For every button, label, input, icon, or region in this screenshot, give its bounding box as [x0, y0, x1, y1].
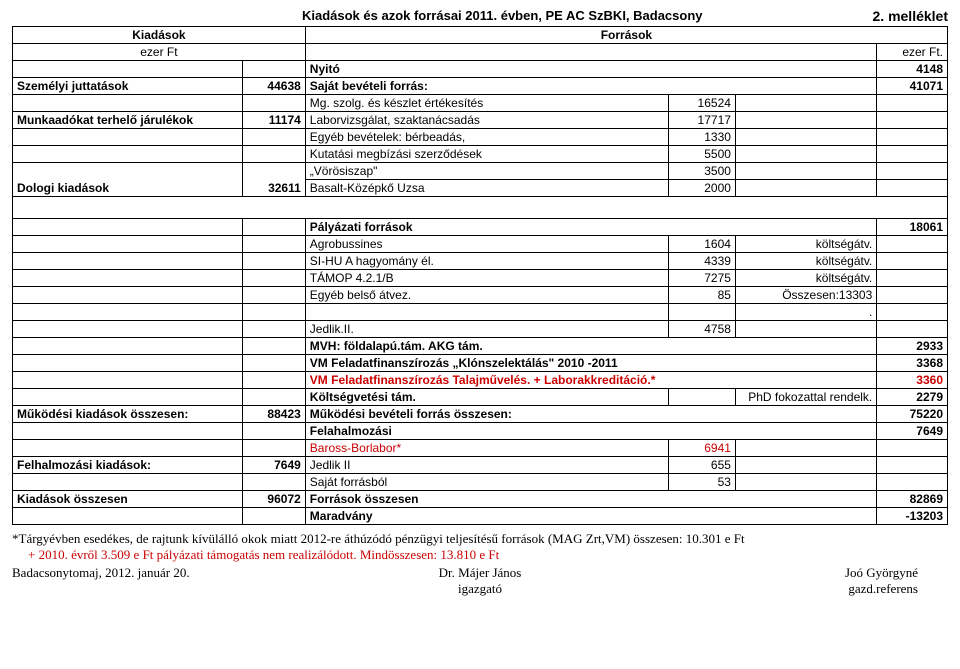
row-felhalmozasi: Felahalmozási 7649	[13, 423, 948, 440]
unit-left: ezer Ft	[13, 44, 306, 61]
unit-right: ezer Ft.	[877, 44, 948, 61]
row-szemelyi: Személyi juttatások 44638 Saját bevételi…	[13, 78, 948, 95]
row-egyeb: Egyéb belső átvez. 85 Összesen:13303	[13, 287, 948, 304]
row-dologi: Dologi kiadások 32611 Basalt-Középkő Uzs…	[13, 180, 948, 197]
col-header-left: Kiadások	[13, 27, 306, 44]
spacer-row	[13, 197, 948, 219]
row-mg: Mg. szolg. és készlet értékesítés 16524	[13, 95, 948, 112]
row-berbeadas: Egyéb bevételek: bérbeadás, 1330	[13, 129, 948, 146]
footnote-line2: + 2010. évről 3.509 e Ft pályázati támog…	[12, 547, 948, 563]
row-baross: Baross-Borlabor* 6941	[13, 440, 948, 457]
row-maradvany: Maradvány -13203	[13, 508, 948, 525]
footnote-block: *Tárgyévben esedékes, de rajtunk kívülál…	[12, 531, 948, 563]
row-jedlik: Jedlik.II. 4758	[13, 321, 948, 338]
row-dot: .	[13, 304, 948, 321]
unit-row: ezer Ft ezer Ft.	[13, 44, 948, 61]
row-vm1: VM Feladatfinanszírozás „Klónszelektálás…	[13, 355, 948, 372]
row-voros: „Vörösiszap" 3500	[13, 163, 948, 180]
signature-row: Badacsonytomaj, 2012. január 20. Dr. Máj…	[12, 565, 948, 597]
row-sajat: Saját forrásból 53	[13, 474, 948, 491]
row-agro: Agrobussines 1604 költségátv.	[13, 236, 948, 253]
row-vm2: VM Feladatfinanszírozás Talajművelés. + …	[13, 372, 948, 389]
row-mvh: MVH: földalapú.tám. AKG tám. 2933	[13, 338, 948, 355]
row-nyito: Nyitó 4148	[13, 61, 948, 78]
header-bar: Kiadások és azok forrásai 2011. évben, P…	[12, 8, 948, 24]
row-kutatasi: Kutatási megbízási szerződések 5500	[13, 146, 948, 163]
attachment-label: 2. melléklet	[873, 8, 949, 24]
signature-right: Joó Györgyné gazd.referens	[639, 565, 948, 597]
table-header-row: Kiadások Források	[13, 27, 948, 44]
row-tamop: TÁMOP 4.2.1/B 7275 költségátv.	[13, 270, 948, 287]
budget-table: Kiadások Források ezer Ft ezer Ft. Nyitó…	[12, 26, 948, 525]
col-header-right: Források	[305, 27, 947, 44]
row-sihu: SI-HU A hagyomány él. 4339 költségátv.	[13, 253, 948, 270]
row-mukodesi: Működési kiadások összesen: 88423 Működé…	[13, 406, 948, 423]
page-title: Kiadások és azok forrásai 2011. évben, P…	[12, 8, 873, 23]
row-palyazati: Pályázati források 18061	[13, 219, 948, 236]
row-osszes: Kiadások összesen 96072 Források összese…	[13, 491, 948, 508]
row-munkaado: Munkaadókat terhelő járulékok 11174 Labo…	[13, 112, 948, 129]
signature-place: Badacsonytomaj, 2012. január 20.	[12, 565, 321, 597]
signature-center: Dr. Májer János igazgató	[326, 565, 635, 597]
row-felhalm-left: Felhalmozási kiadások: 7649 Jedlik II 65…	[13, 457, 948, 474]
row-koltsvet: Költségvetési tám. PhD fokozattal rendel…	[13, 389, 948, 406]
footnote-line1: *Tárgyévben esedékes, de rajtunk kívülál…	[12, 531, 948, 547]
